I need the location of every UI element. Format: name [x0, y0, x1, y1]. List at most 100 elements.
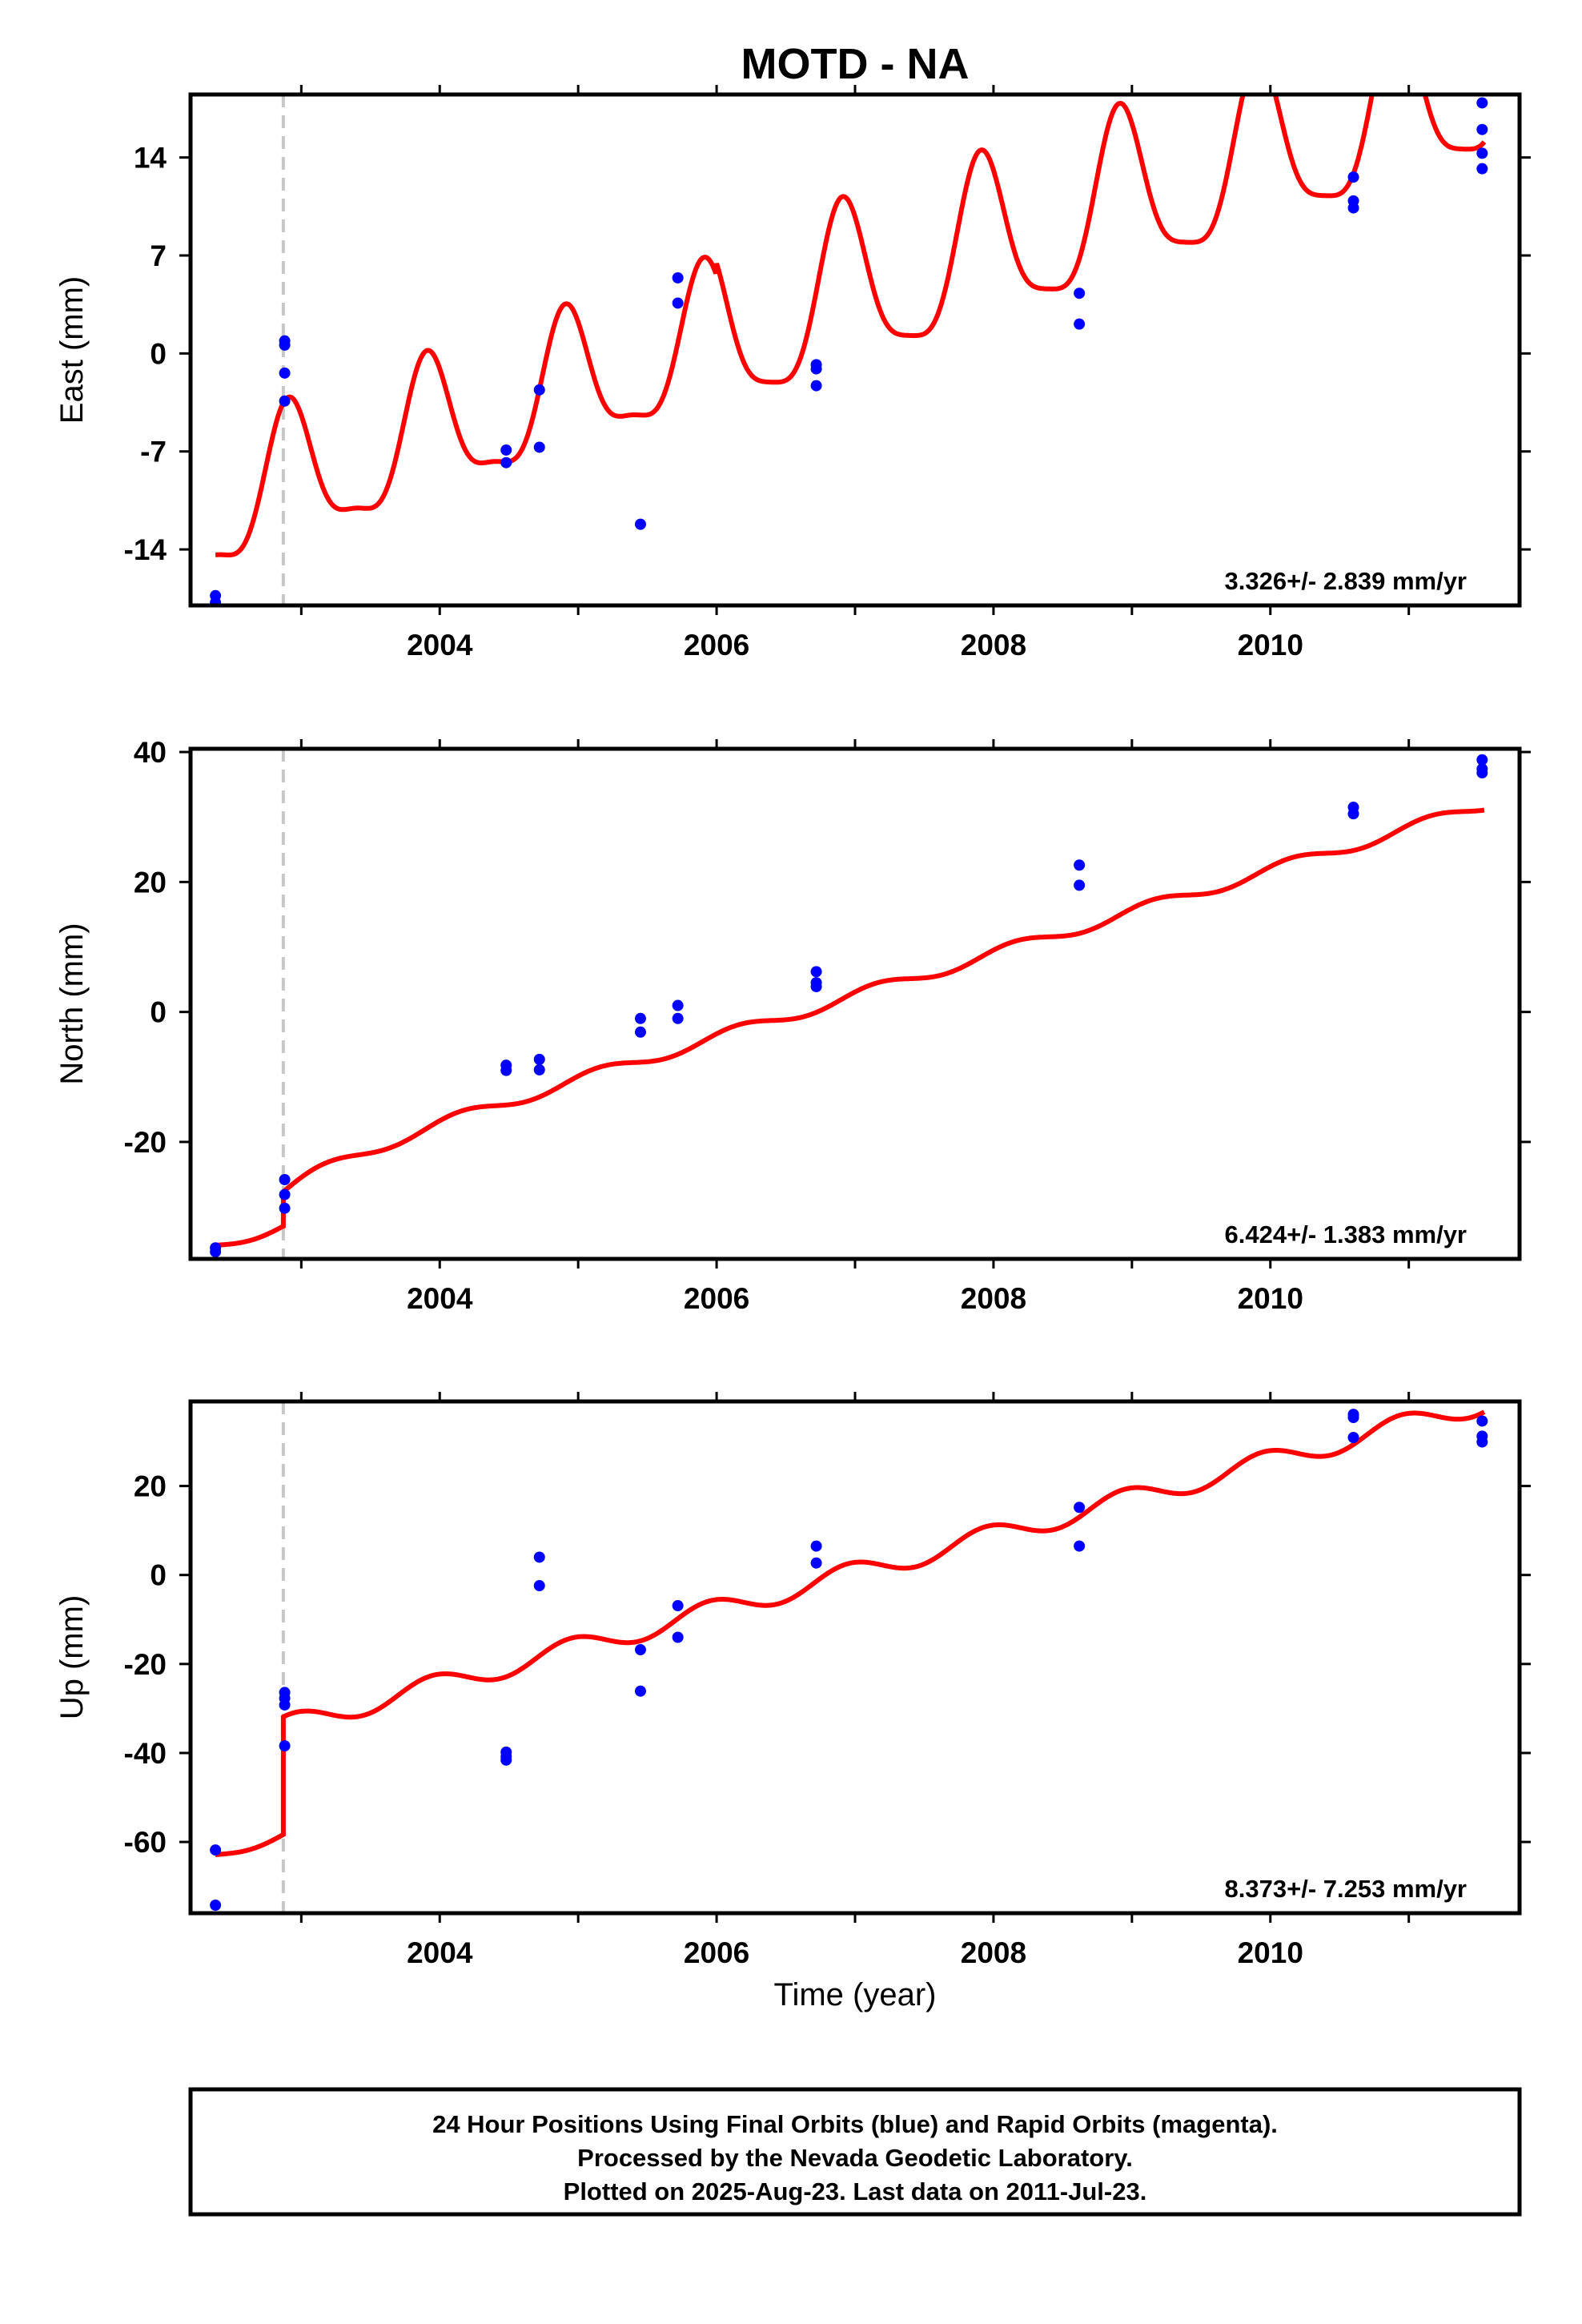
data-point	[810, 363, 822, 375]
y-tick-label: 20	[134, 866, 167, 899]
y-tick-label: 40	[134, 736, 167, 769]
data-point	[279, 1202, 291, 1214]
rate-label: 8.373+/- 7.253 mm/yr	[1225, 1875, 1467, 1903]
y-axis-label: Up (mm)	[54, 1595, 90, 1720]
data-point	[210, 597, 222, 605]
data-point	[672, 297, 684, 309]
data-point	[1347, 1412, 1359, 1424]
data-point	[1347, 1432, 1359, 1444]
y-tick-label: 7	[150, 239, 167, 272]
x-tick-label: 2010	[1238, 1282, 1303, 1315]
footer-line-1: 24 Hour Positions Using Final Orbits (bl…	[432, 2110, 1278, 2138]
data-point	[533, 1063, 545, 1076]
data-point	[279, 395, 291, 407]
x-tick-label: 2006	[684, 629, 749, 661]
data-point	[1074, 287, 1086, 300]
data-point	[1347, 808, 1359, 820]
x-tick-label: 2010	[1238, 1936, 1303, 1969]
x-tick-label: 2004	[407, 1936, 473, 1969]
data-point	[672, 271, 684, 283]
y-tick-label: 0	[150, 1559, 167, 1592]
data-point	[500, 456, 512, 468]
footer-line-3: Plotted on 2025-Aug-23. Last data on 201…	[564, 2177, 1147, 2205]
x-tick-label: 2008	[961, 1936, 1026, 1969]
data-point	[810, 1540, 822, 1552]
x-tick-label: 2004	[407, 629, 473, 661]
model-curve	[215, 1409, 1486, 1857]
east-panel: 2004 2006 2008 2010 -14 -7 0 7 14 East (mm) 3.326+…	[54, 85, 1531, 661]
data-point	[634, 1012, 646, 1024]
model-curve	[215, 807, 1485, 1248]
data-point	[810, 980, 822, 992]
data-point	[279, 1699, 291, 1711]
data-point	[210, 1899, 222, 1911]
north-panel: 2004 2006 2008 2010 -20 0 20 40 North (mm) 6.424+…	[54, 736, 1531, 1315]
data-point	[810, 380, 822, 392]
x-axis-label: Time (year)	[774, 1977, 937, 2012]
x-tick-label: 2008	[961, 629, 1026, 661]
data-point	[810, 966, 822, 978]
data-point	[279, 367, 291, 379]
x-tick-label: 2008	[961, 1282, 1026, 1315]
y-tick-label: 20	[134, 1470, 167, 1503]
data-point	[500, 1754, 512, 1766]
data-point	[533, 1580, 545, 1592]
data-point	[210, 1844, 222, 1856]
y-tick-label: -40	[124, 1737, 167, 1770]
data-point	[1074, 318, 1086, 330]
data-point	[533, 1551, 545, 1563]
data-point	[672, 1631, 684, 1643]
up-panel: 2004 2006 2008 2010 -60 -40 -20 0 20 Up (mm) 8.373…	[54, 1392, 1531, 1969]
data-point	[500, 444, 512, 456]
data-point	[1347, 171, 1359, 183]
chart-title: MOTD - NA	[741, 40, 970, 88]
data-point	[1476, 767, 1488, 779]
data-point	[1476, 1415, 1488, 1427]
data-point	[1074, 859, 1086, 871]
y-axis-label: North (mm)	[54, 923, 90, 1084]
data-point	[1476, 97, 1488, 109]
data-point	[672, 1012, 684, 1024]
model-curve	[215, 94, 1487, 557]
rate-label: 3.326+/- 2.839 mm/yr	[1225, 567, 1467, 595]
data-point	[1074, 1540, 1086, 1552]
data-point	[533, 384, 545, 396]
data-point	[634, 1026, 646, 1038]
y-tick-label: -20	[124, 1648, 167, 1681]
data-point	[279, 339, 291, 351]
x-tick-label: 2006	[684, 1936, 749, 1969]
data-point	[210, 1246, 222, 1258]
data-point	[672, 1600, 684, 1612]
y-tick-label: 0	[150, 996, 167, 1029]
data-point	[533, 1053, 545, 1065]
data-point	[1476, 163, 1488, 175]
rate-label: 6.424+/- 1.383 mm/yr	[1225, 1220, 1467, 1248]
data-point	[279, 1188, 291, 1200]
data-point	[1074, 1502, 1086, 1514]
data-point	[1476, 147, 1488, 159]
y-axis-label: East (mm)	[54, 276, 90, 424]
data-point	[1074, 879, 1086, 891]
data-point	[279, 1740, 291, 1752]
data-point	[672, 999, 684, 1011]
data-point	[500, 1064, 512, 1076]
data-point	[1476, 123, 1488, 135]
x-tick-label: 2004	[407, 1282, 473, 1315]
y-tick-label: -14	[124, 533, 167, 566]
x-tick-label: 2010	[1238, 629, 1303, 661]
data-point	[1347, 202, 1359, 214]
data-point	[634, 518, 646, 530]
y-tick-label: -20	[124, 1126, 167, 1159]
data-point	[810, 1557, 822, 1569]
data-point	[533, 441, 545, 453]
data-point	[279, 1174, 291, 1186]
data-point	[634, 1685, 646, 1697]
data-point	[1476, 754, 1488, 766]
y-tick-label: -7	[140, 436, 167, 468]
x-tick-label: 2006	[684, 1282, 749, 1315]
footer-box: 24 Hour Positions Using Final Orbits (bl…	[188, 2087, 1522, 2217]
footer-line-2: Processed by the Nevada Geodetic Laborat…	[577, 2144, 1133, 2172]
y-tick-label: 0	[150, 337, 167, 370]
data-point	[634, 1644, 646, 1656]
